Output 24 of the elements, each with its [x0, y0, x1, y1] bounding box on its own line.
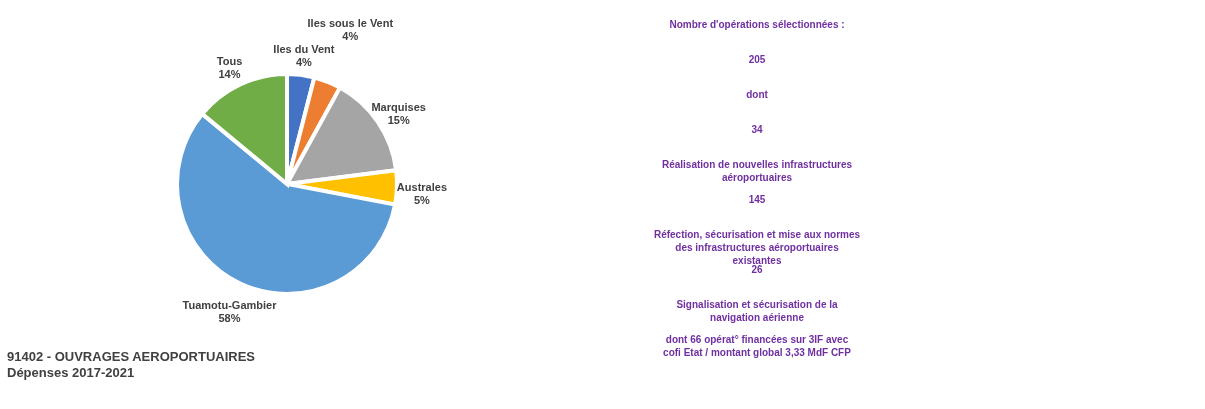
text: Dépenses 2017-2021 — [7, 364, 135, 380]
data-label: 58% — [218, 312, 241, 325]
data-label: 15% — [387, 114, 410, 127]
text: dont 66 opérat° financées sur 3IF avec cofi Etat / montant global 3,33 MdF CFP — [663, 333, 852, 358]
text: Nombre d'opérations sélectionnées : — [669, 18, 845, 30]
text: Réfection, sécurisation et mise aux normes des infrastructures aéroportuaires existantes — [653, 228, 861, 266]
text: 34 — [751, 123, 763, 135]
slice-label: Marquises — [371, 101, 426, 114]
slice-label: Tuamotu-Gambier — [182, 299, 278, 312]
text: 145 — [748, 193, 766, 205]
slice-label: Australes — [396, 181, 447, 194]
data-label: 14% — [218, 67, 241, 80]
data-label: 4% — [342, 30, 359, 43]
text: dont — [746, 88, 769, 100]
data-label: 4% — [295, 56, 313, 69]
text: Signalisation et sécurisation de la navigation aérienne — [676, 298, 839, 323]
slice-label: Tous — [216, 54, 243, 67]
text: 91402 - OUVRAGES AEROPORTUAIRES — [7, 348, 256, 364]
text: 205 — [748, 53, 766, 65]
text: 26 — [751, 263, 763, 275]
slice-label: Iles du Vent — [273, 43, 335, 56]
text: Réalisation de nouvelles infrastructures aéroportuaires — [661, 158, 853, 183]
data-label: 5% — [413, 194, 431, 207]
slice-label: Iles sous le Vent — [307, 17, 394, 30]
